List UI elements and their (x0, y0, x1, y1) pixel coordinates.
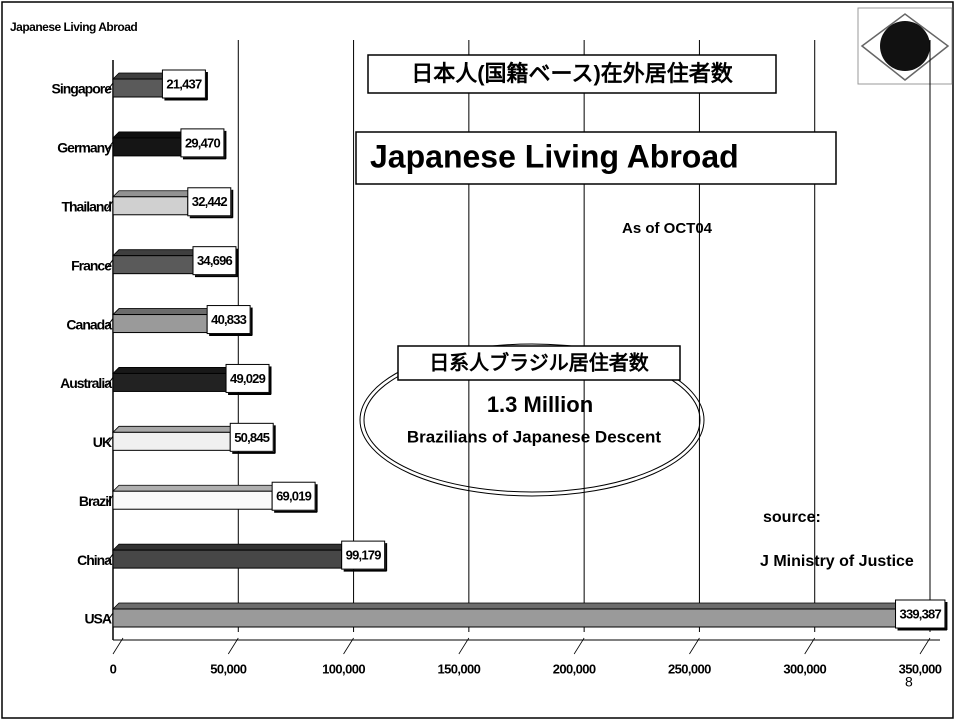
callout-box (397, 345, 681, 381)
page-number: 8 (905, 674, 913, 690)
x-tick (458, 637, 470, 655)
value-label: 29,470 (185, 135, 221, 150)
value-label: 34,696 (197, 253, 233, 268)
x-tick (919, 637, 931, 655)
bar (112, 196, 189, 216)
bar (112, 490, 273, 510)
x-tick (112, 637, 124, 655)
value-label: 69,019 (276, 489, 312, 504)
bar (112, 549, 343, 569)
x-tick-label: 100,000 (322, 661, 365, 676)
bar (112, 78, 163, 98)
value-label-box (895, 599, 946, 629)
corner-label: Japanese Living Abroad (10, 20, 137, 34)
value-label-box (271, 481, 316, 511)
value-label: 40,833 (211, 312, 247, 327)
bar (112, 314, 208, 334)
callout-ellipse (359, 343, 705, 497)
y-tick (106, 82, 114, 92)
y-tick-label: Singapore (52, 81, 113, 97)
bar (112, 608, 897, 628)
value-label-box (187, 187, 232, 217)
y-tick (106, 200, 114, 210)
value-label: 99,179 (346, 548, 382, 563)
x-tick-label: 250,000 (668, 661, 711, 676)
bar-top (112, 190, 195, 198)
y-tick-label: Australia (60, 375, 112, 391)
heading-box (367, 54, 777, 94)
x-tick (689, 637, 700, 655)
title-box (355, 131, 837, 185)
bar-top (112, 367, 234, 374)
y-tick-label: USA (84, 611, 111, 627)
chart-title: Japanese Living Abroad (370, 138, 739, 174)
x-tick (573, 637, 585, 655)
bar (112, 431, 231, 451)
x-tick-label: 0 (110, 661, 117, 676)
value-label: 32,442 (192, 194, 228, 209)
x-tick-label: 50,000 (210, 661, 247, 676)
bar-top (112, 543, 349, 551)
value-label-box (192, 246, 237, 276)
value-label: 50,845 (234, 430, 270, 445)
callout-sub: Brazilians of Japanese Descent (407, 427, 662, 446)
date-note: As of OCT04 (622, 220, 713, 237)
callout-jp: 日系人ブラジル居住者数 (429, 350, 650, 374)
bar-top (112, 484, 280, 492)
y-tick-label: Brazil (79, 493, 111, 509)
heading-jp: 日本人(国籍ベース)在外居住者数 (411, 61, 734, 86)
value-label-box (225, 363, 270, 393)
x-tick-label: 200,000 (553, 661, 596, 676)
bar (112, 372, 227, 392)
callout-main: 1.3 Million (487, 392, 593, 417)
bar-top (112, 308, 215, 315)
y-tick (106, 318, 114, 327)
value-label-box (161, 69, 206, 99)
bar (112, 255, 194, 275)
bar-top (112, 602, 903, 610)
y-tick-label: France (71, 257, 112, 273)
x-tick-label: 150,000 (437, 661, 480, 676)
bar-top (112, 72, 170, 80)
x-tick (227, 637, 239, 655)
y-tick (106, 377, 114, 386)
y-tick (106, 259, 114, 268)
value-label-box (341, 540, 386, 570)
x-tick (804, 637, 816, 655)
y-tick-label: Thailand (61, 198, 111, 214)
source-text: J Ministry of Justice (760, 553, 914, 570)
y-tick (106, 141, 114, 151)
y-tick (106, 494, 114, 504)
y-tick-label: UK (93, 434, 112, 450)
bar (112, 137, 182, 157)
bar-top (112, 425, 238, 433)
bar-top (112, 131, 188, 139)
x-tick-label: 300,000 (783, 661, 826, 676)
y-tick (106, 436, 114, 445)
y-tick (106, 553, 114, 563)
value-label: 21,437 (166, 76, 202, 91)
flag-icon (857, 7, 953, 85)
y-tick (106, 612, 114, 622)
value-label-box (229, 422, 274, 452)
bar-top (112, 249, 200, 257)
value-label-box (206, 305, 251, 335)
source-label: source: (763, 509, 821, 526)
value-label: 339,387 (900, 606, 942, 621)
x-tick (343, 637, 354, 655)
value-label: 49,029 (230, 371, 266, 386)
y-tick-label: Germany (57, 140, 112, 156)
x-tick-label: 350,000 (899, 661, 942, 676)
value-label-box (180, 128, 225, 158)
y-tick-label: China (77, 552, 112, 568)
y-tick-label: Canada (66, 316, 112, 332)
